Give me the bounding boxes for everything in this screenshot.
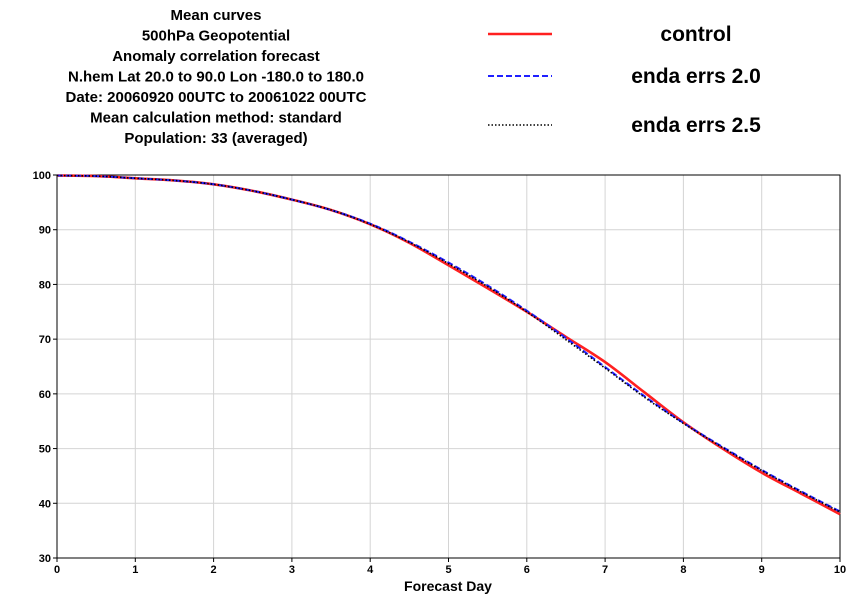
x-axis-title: Forecast Day xyxy=(404,578,492,594)
title-line-0: Mean curves xyxy=(171,7,262,24)
x-tick-label: 3 xyxy=(289,564,295,576)
x-tick-label: 9 xyxy=(759,564,765,576)
x-tick-label: 10 xyxy=(834,564,846,576)
y-tick-label: 80 xyxy=(39,279,51,291)
y-tick-label: 50 xyxy=(39,444,51,456)
legend: control enda errs 2.0 enda errs 2.5 xyxy=(488,23,761,137)
title-line-1: 500hPa Geopotential xyxy=(142,28,290,45)
y-tick-label: 70 xyxy=(39,334,51,346)
series-lines xyxy=(56,174,841,516)
legend-label: enda errs 2.5 xyxy=(631,114,761,137)
title-line-5: Mean calculation method: standard xyxy=(90,110,342,127)
series-line-enda-errs-2-0 xyxy=(56,174,841,513)
y-tick-label: 30 xyxy=(39,553,51,565)
y-tick-label: 60 xyxy=(39,389,51,401)
y-tick-label: 100 xyxy=(33,170,51,182)
x-tick-label: 0 xyxy=(54,564,60,576)
y-tick-label: 40 xyxy=(39,498,51,510)
title-line-3: N.hem Lat 20.0 to 90.0 Lon -180.0 to 180… xyxy=(68,69,364,86)
x-tick-label: 4 xyxy=(367,564,374,576)
axis-ticks: 0 1 2 3 4 5 6 7 8 9 10 30 40 50 60 70 80 90 100 xyxy=(33,170,846,576)
x-tick-label: 1 xyxy=(132,564,138,576)
legend-label: control xyxy=(660,23,731,46)
x-tick-label: 2 xyxy=(211,564,217,576)
grid xyxy=(57,175,840,558)
legend-label: enda errs 2.0 xyxy=(631,65,761,88)
x-tick-label: 5 xyxy=(445,564,451,576)
title-line-6: Population: 33 (averaged) xyxy=(124,130,307,147)
chart-title-block: Mean curves 500hPa Geopotential Anomaly co… xyxy=(65,7,366,147)
x-tick-label: 6 xyxy=(524,564,530,576)
x-tick-label: 8 xyxy=(680,564,686,576)
y-tick-label: 90 xyxy=(39,225,51,237)
title-line-2: Anomaly correlation forecast xyxy=(112,48,320,65)
series-line-enda-errs-2-5 xyxy=(56,174,841,513)
x-tick-label: 7 xyxy=(602,564,608,576)
title-line-4: Date: 20060920 00UTC to 20061022 00UTC xyxy=(65,89,366,106)
